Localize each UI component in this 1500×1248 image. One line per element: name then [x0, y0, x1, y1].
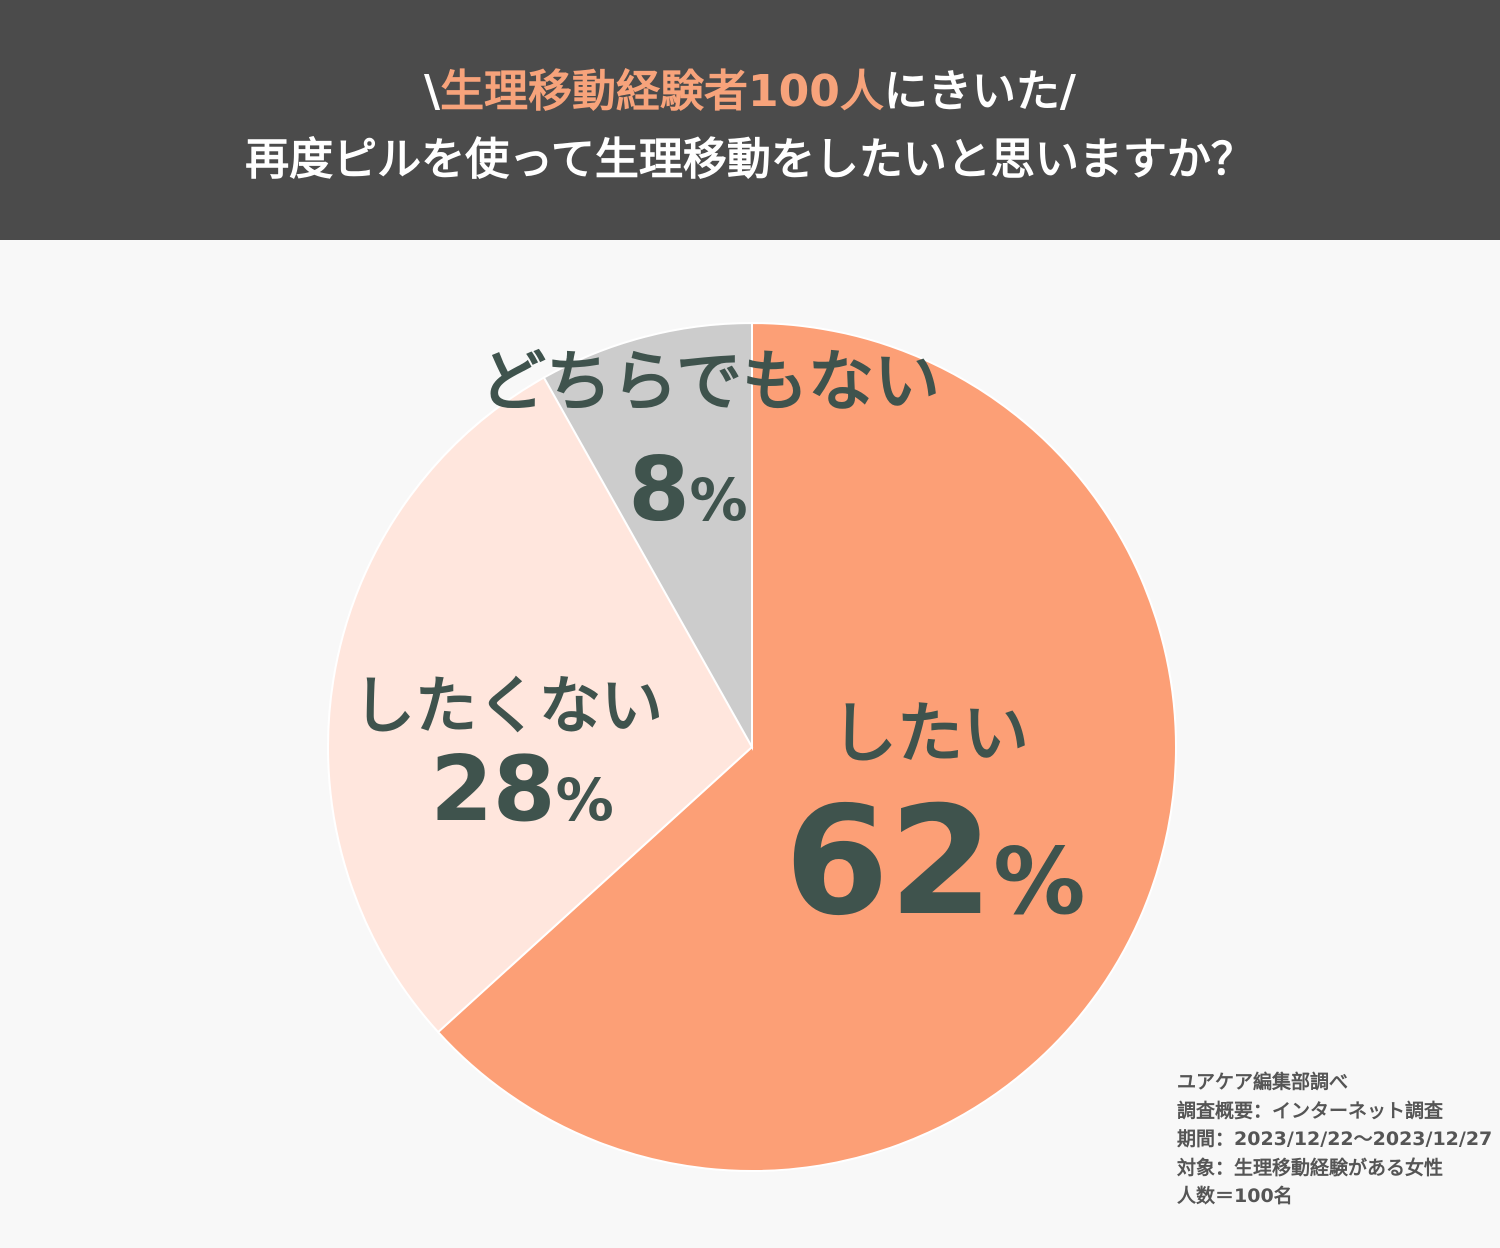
source-line-3: 期間：2023/12/22〜2023/12/27 — [1177, 1128, 1493, 1150]
title-suffix: にきいた/ — [883, 66, 1076, 117]
survey-source-note: ユアケア編集部調べ 調査概要：インターネット調査 期間：2023/12/22〜2… — [1177, 1068, 1492, 1211]
source-line-2: 調査概要：インターネット調査 — [1177, 1099, 1444, 1122]
chart-title-line1: \生理移動経験者100人にきいた/ — [0, 64, 1500, 120]
pie-slices — [327, 321, 1177, 1172]
slice-label-neutral: どちらでもない — [479, 343, 941, 420]
slice-value-no: 28% — [430, 740, 613, 850]
pie-slice-no — [327, 376, 754, 1034]
title-highlight: 生理移動経験者100人 — [440, 66, 884, 117]
source-line-4: 対象：生理移動経験がある女性 — [1177, 1156, 1444, 1179]
slice-value-yes: 62% — [785, 782, 1086, 962]
slice-value-no-percent: % — [555, 766, 614, 834]
pie-slice-neutral — [542, 321, 753, 751]
chart-title-line2: 再度ピルを使って生理移動をしたいと思いますか？ — [245, 134, 1255, 185]
slice-value-yes-number: 62 — [784, 775, 994, 949]
slice-label-no: したくない — [352, 669, 664, 742]
slice-value-yes-percent: % — [993, 828, 1086, 935]
title-prefix: \ — [423, 66, 441, 117]
pie-slice-yes — [436, 321, 1177, 1172]
slice-value-neutral: 8% — [628, 440, 747, 550]
header-banner: \生理移動経験者100人にきいた/ 再度ピルを使って生理移動をしたいと思いますか… — [0, 0, 1500, 240]
source-line-1: ユアケア編集部調べ — [1177, 1071, 1349, 1093]
slice-value-no-number: 28 — [430, 737, 556, 842]
slice-value-neutral-percent: % — [689, 466, 748, 534]
source-line-5: 人数＝100名 — [1177, 1185, 1293, 1207]
slice-value-neutral-number: 8 — [628, 438, 690, 541]
slice-label-yes: したい — [831, 695, 1029, 772]
